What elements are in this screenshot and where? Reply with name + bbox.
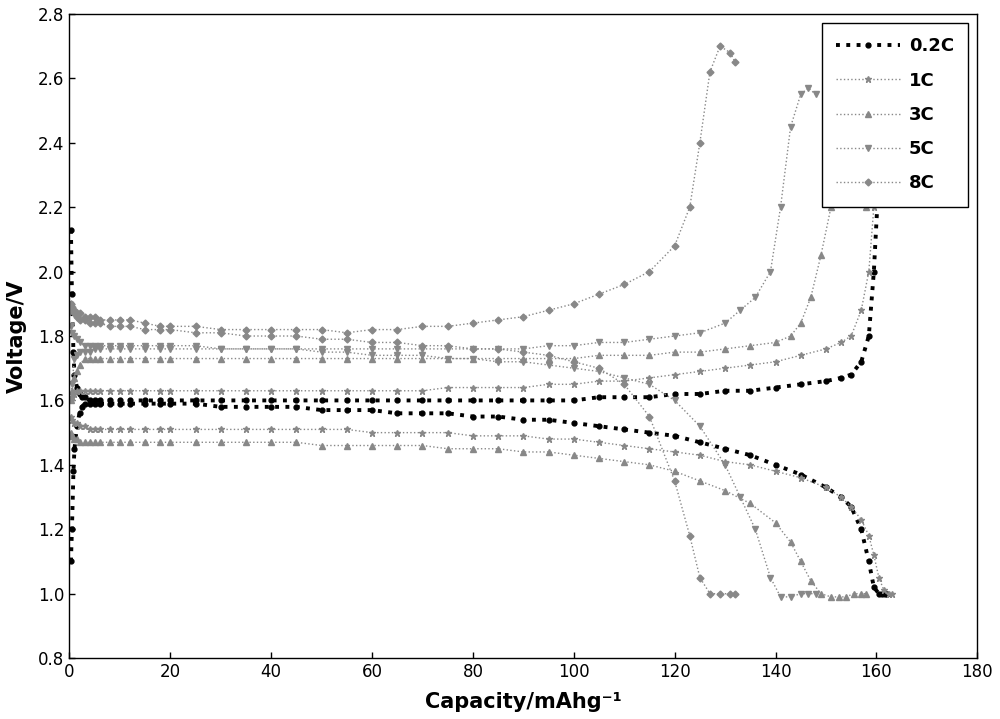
X-axis label: Capacity/mAhg⁻¹: Capacity/mAhg⁻¹ xyxy=(425,692,622,712)
Y-axis label: Voltage/V: Voltage/V xyxy=(7,279,27,393)
Legend: 0.2C, 1C, 3C, 5C, 8C: 0.2C, 1C, 3C, 5C, 8C xyxy=(822,23,968,207)
